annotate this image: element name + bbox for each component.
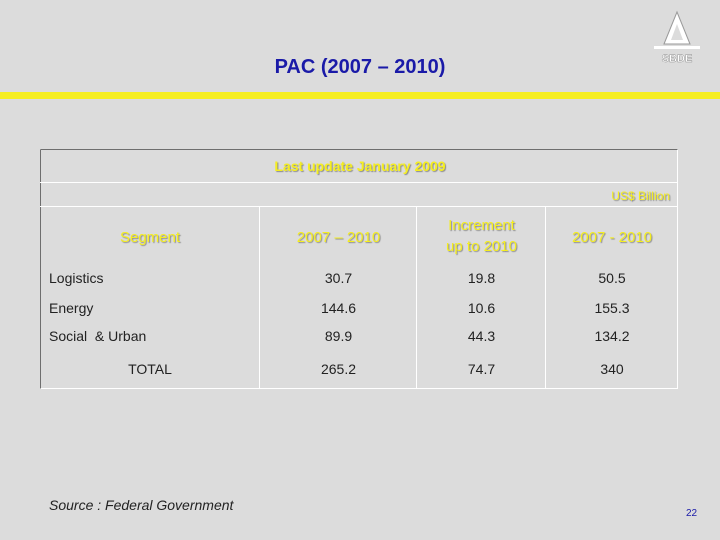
increment-header-line2: up to 2010 [446,238,517,255]
cell-social-urban-period: 89.9 [324,328,353,344]
pac-table: Last update January 2009 US$ Billion Seg… [40,149,678,389]
source-note: Source : Federal Government [49,497,234,513]
cell-total-increment: 74.7 [467,361,496,377]
row-label-energy: Energy [49,300,94,316]
increment-header: Increment up to 2010 [417,215,546,257]
cell-social-urban-total: 134.2 [594,328,630,344]
increment-header-line1: Increment [448,217,515,234]
sbde-logo: SBDE [654,10,700,65]
page-number: 22 [686,508,698,519]
cell-total-total: 340 [600,361,624,377]
row-label-total: TOTAL [128,361,172,377]
cell-energy-increment: 10.6 [467,300,496,316]
table-grid [40,149,678,389]
cell-energy-period: 144.6 [320,300,357,316]
period-header: 2007 – 2010 [296,229,381,246]
cell-social-urban-increment: 44.3 [467,328,496,344]
logo-text: SBDE [662,53,693,65]
cell-logistics-total: 50.5 [598,270,626,286]
page-title: PAC (2007 – 2010) [274,56,446,78]
cell-logistics-increment: 19.8 [467,270,496,286]
segment-header: Segment [119,229,181,246]
row-label-logistics: Logistics [49,270,104,286]
cell-energy-total: 155.3 [594,300,630,316]
delta-logo-icon [654,10,700,49]
row-label-social-urban: Social & Urban [49,328,147,344]
cell-logistics-period: 30.7 [324,270,353,286]
last-update-label: Last update January 2009 [274,158,446,174]
unit-label: US$ Billion [611,189,670,203]
cell-total-period: 265.2 [320,361,357,377]
title-underline-bar [0,92,720,99]
total-period-header: 2007 - 2010 [571,229,653,246]
